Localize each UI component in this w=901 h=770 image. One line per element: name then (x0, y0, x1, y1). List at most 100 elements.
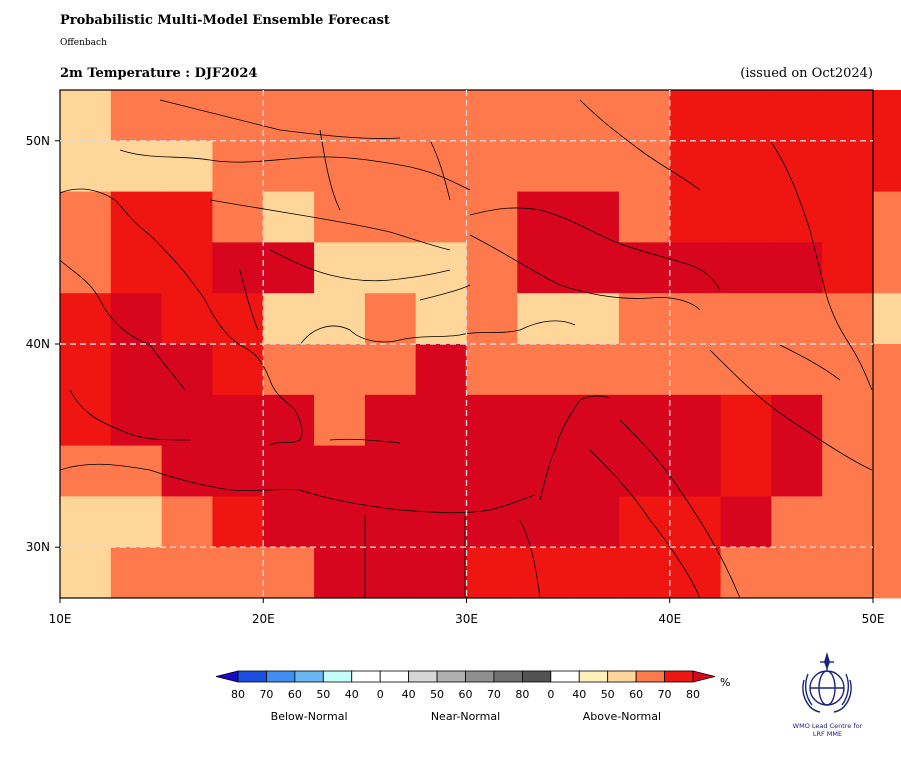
colorbar-tick-label: 70 (658, 688, 672, 701)
x-tick-label: 30E (455, 612, 478, 626)
grid-cell (822, 90, 874, 142)
grid-cell (110, 496, 163, 548)
colorbar-tick-label: 70 (487, 688, 501, 701)
grid-cell (263, 496, 315, 548)
colorbar-extend-low (215, 670, 239, 683)
grid-cell (517, 496, 569, 548)
grid-cell (364, 191, 417, 243)
grid-cell (60, 344, 112, 396)
colorbar-swatch (607, 670, 637, 683)
grid-cell (110, 242, 163, 294)
grid-cell (263, 293, 315, 345)
probability-grid (60, 90, 901, 599)
grid-cell (466, 90, 518, 142)
colorbar-tick-label: 0 (377, 688, 384, 701)
grid-cell (161, 394, 213, 446)
grid-cell (161, 445, 213, 497)
grid-cell (314, 496, 366, 548)
grid-cell (161, 90, 213, 142)
grid-cell (415, 344, 467, 396)
x-tick-label: 50E (862, 612, 885, 626)
grid-cell (822, 140, 874, 192)
colorbar-group-label: Below-Normal (271, 710, 348, 723)
grid-cell (466, 242, 518, 294)
grid-cell (415, 191, 467, 243)
grid-cell (110, 140, 163, 192)
grid-cell (771, 242, 823, 294)
variable-title: 2m Temperature : DJF2024 (60, 66, 258, 81)
grid-cell (771, 394, 823, 446)
grid-cell (618, 242, 671, 294)
colorbar-swatch (351, 670, 381, 683)
colorbar-tick-label: 80 (515, 688, 529, 701)
grid-cell (60, 90, 112, 142)
grid-cell (415, 547, 467, 599)
grid-cell (517, 547, 569, 599)
colorbar-tick-label: 70 (259, 688, 273, 701)
grid-cell (720, 293, 772, 345)
grid-cell (873, 445, 901, 497)
grid-cell (212, 547, 264, 599)
grid-cell (314, 191, 366, 243)
graticule (60, 90, 873, 598)
map-axes: 10E 20E 30E 40E 50E 30N 40N 50N (26, 134, 885, 626)
colorbar-swatch (322, 670, 353, 683)
grid-cell (314, 293, 366, 345)
grid-cell (568, 344, 620, 396)
grid-cell (568, 140, 620, 192)
grid-cell (364, 547, 417, 599)
grid-cell (568, 90, 620, 142)
grid-cell (314, 90, 366, 142)
grid-cell (212, 394, 264, 446)
grid-cell (161, 242, 213, 294)
grid-cell (618, 140, 671, 192)
x-tick-label: 20E (252, 612, 275, 626)
grid-cell (60, 547, 112, 599)
grid-cell (60, 394, 112, 446)
grid-cell (212, 445, 264, 497)
colorbar-swatch (294, 670, 324, 683)
grid-cell (568, 496, 620, 548)
colorbar-extend-high (692, 670, 716, 683)
colorbar-swatch (664, 670, 694, 683)
grid-cell (110, 344, 163, 396)
grid-cell (364, 496, 417, 548)
colorbar-tick-label: 50 (601, 688, 615, 701)
colorbar-swatch (521, 670, 552, 683)
grid-cell (314, 445, 366, 497)
colorbar-tick-label: 60 (288, 688, 302, 701)
grid-cell (263, 344, 315, 396)
colorbar-unit: % (720, 676, 730, 689)
colorbar-tick-label: 60 (459, 688, 473, 701)
grid-cell (669, 394, 721, 446)
grid-cell (110, 293, 163, 345)
logo-caption: WMO Lead Centre for LRF MME (780, 722, 875, 738)
colorbar-tick-label: 50 (316, 688, 330, 701)
grid-cell (263, 191, 315, 243)
grid-cell (822, 394, 874, 446)
grid-cell (110, 394, 163, 446)
wmo-logo-icon (802, 652, 852, 713)
grid-cell (161, 293, 213, 345)
grid-cell (161, 344, 213, 396)
grid-cell (314, 242, 366, 294)
colorbar-group-label: Near-Normal (431, 710, 500, 723)
grid-cell (314, 344, 366, 396)
x-tick-label: 10E (49, 612, 72, 626)
y-tick-label: 30N (26, 540, 50, 554)
grid-cell (771, 547, 823, 599)
grid-cell (873, 191, 901, 243)
grid-cell (517, 140, 569, 192)
grid-cell (517, 242, 569, 294)
grid-cell (771, 191, 823, 243)
colorbar-swatch (436, 670, 466, 683)
grid-cell (517, 191, 569, 243)
grid-cell (720, 547, 772, 599)
colorbar-tick-label: 80 (686, 688, 700, 701)
grid-cell (618, 394, 671, 446)
grid-cell (212, 344, 264, 396)
colorbar-swatch (578, 670, 609, 683)
grid-cell (314, 394, 366, 446)
grid-cell (161, 140, 213, 192)
